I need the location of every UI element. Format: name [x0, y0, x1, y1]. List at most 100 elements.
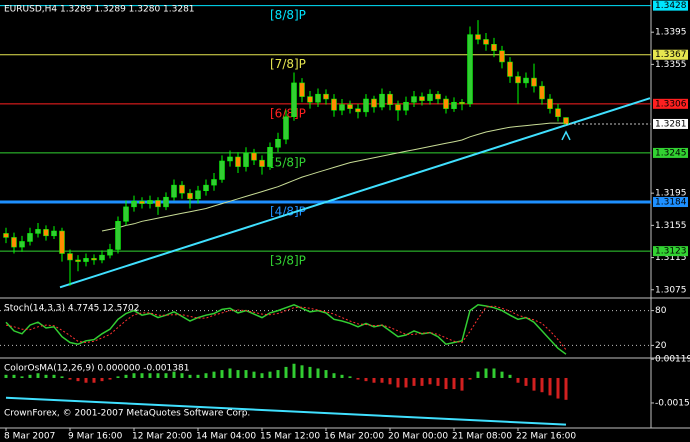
x-tick-label: 12 Mar 20:00	[132, 432, 192, 442]
candle-body	[19, 241, 25, 248]
osma-bar	[92, 377, 96, 383]
murrey-level-label: [8/8]P	[270, 8, 306, 22]
candle-body	[459, 101, 465, 105]
level-price-box	[653, 147, 688, 158]
osma-bar	[404, 377, 408, 388]
osma-bar	[84, 377, 88, 383]
osma-bar	[180, 373, 184, 378]
candle-body	[195, 190, 201, 200]
candle-body	[51, 230, 57, 237]
osma-bar	[356, 377, 360, 380]
candle-body	[131, 200, 137, 208]
osma-bar	[60, 376, 64, 378]
level-price-label: 1.3184	[655, 198, 687, 208]
osma-bar	[228, 368, 232, 378]
panel-header: Stoch(14,3,3) 4.7745 12.5702	[4, 304, 139, 314]
candle-body	[523, 77, 529, 84]
candle-body	[3, 233, 9, 238]
osma-bar	[252, 371, 256, 378]
osma-bar	[220, 370, 224, 378]
y-tick-label: -0.00158	[655, 398, 690, 408]
osma-bar	[212, 371, 216, 378]
osma-bar	[340, 374, 344, 378]
osma-bar	[124, 374, 128, 378]
candle-body	[491, 44, 497, 51]
osma-bar	[548, 377, 552, 396]
candle-body	[315, 93, 321, 103]
candle-body	[387, 93, 393, 105]
candle-body	[443, 98, 449, 109]
osma-bar	[524, 377, 528, 386]
osma-bar	[292, 363, 296, 378]
y-tick-label: 1.3195	[655, 189, 687, 199]
y-tick-label: 1.3115	[655, 253, 687, 263]
osma-bar	[476, 371, 480, 378]
candle-body	[227, 156, 233, 162]
osma-bar	[532, 377, 536, 391]
osma-bar	[348, 376, 352, 378]
x-tick-label: 21 Mar 08:00	[452, 432, 512, 442]
candle-body	[219, 160, 225, 180]
signal-arrow	[561, 130, 571, 141]
candle-body	[483, 39, 489, 45]
candle-body	[347, 104, 353, 109]
candle-body	[147, 200, 153, 204]
candle-body	[395, 104, 401, 111]
x-tick-label: 20 Mar 00:00	[388, 432, 448, 442]
osma-bar	[436, 377, 440, 386]
candle-body	[499, 50, 505, 63]
current-price-box	[653, 118, 688, 129]
x-tick-label: 8 Mar 2007	[4, 432, 55, 442]
watermark: CrownForex, © 2001-2007 MetaQuotes Softw…	[4, 409, 250, 419]
osma-bar	[316, 368, 320, 378]
y-tick-label: 1.3155	[655, 221, 687, 231]
osma-bar	[516, 377, 520, 383]
osma-bar	[148, 373, 152, 378]
level-price-label: 1.3306	[655, 99, 687, 109]
current-price-label: 1.3281	[655, 119, 687, 129]
osma-bar	[100, 377, 104, 382]
osma-bar	[164, 373, 168, 378]
x-tick-label: 16 Mar 20:00	[324, 432, 384, 442]
candle-body	[427, 93, 433, 101]
x-tick-label: 9 Mar 16:00	[68, 432, 123, 442]
osma-bar	[36, 373, 40, 378]
candle-body	[107, 249, 113, 256]
osma-bar	[308, 366, 312, 378]
candle-body	[235, 156, 241, 167]
candle-body	[171, 184, 177, 198]
candle-body	[211, 179, 217, 186]
osma-bar	[412, 377, 416, 386]
osma-bar	[76, 377, 80, 382]
candle-body	[75, 259, 81, 262]
y-tick-label: 20	[655, 341, 667, 351]
candle-body	[155, 200, 161, 208]
level-price-box	[653, 0, 688, 11]
candle-body	[83, 258, 89, 262]
osma-bar	[468, 377, 472, 380]
osma-bar	[12, 374, 16, 378]
osma-bar	[420, 377, 424, 386]
candle-body	[331, 98, 337, 111]
level-price-label: 1.3428	[655, 1, 687, 11]
trend-line	[59, 97, 651, 289]
murrey-level-label: [6/8]P	[270, 106, 306, 120]
murrey-level-label: [3/8]P	[270, 254, 306, 268]
candle-body	[43, 229, 49, 237]
stoch-line	[5, 305, 567, 351]
osma-bar	[564, 377, 568, 400]
osma-bar	[204, 373, 208, 378]
level-price-label: 1.3367	[655, 50, 687, 60]
candle-body	[435, 93, 441, 100]
osma-bar	[540, 377, 544, 393]
candle-body	[355, 108, 361, 113]
x-tick-label: 22 Mar 16:00	[516, 432, 576, 442]
x-tick-label: 14 Mar 04:00	[196, 432, 256, 442]
candle-body	[203, 184, 209, 192]
level-price-label: 1.3123	[655, 247, 687, 257]
candle-body	[411, 96, 417, 103]
candle-body	[179, 184, 185, 194]
y-tick-label: 80	[655, 306, 667, 316]
osma-bar	[284, 366, 288, 378]
